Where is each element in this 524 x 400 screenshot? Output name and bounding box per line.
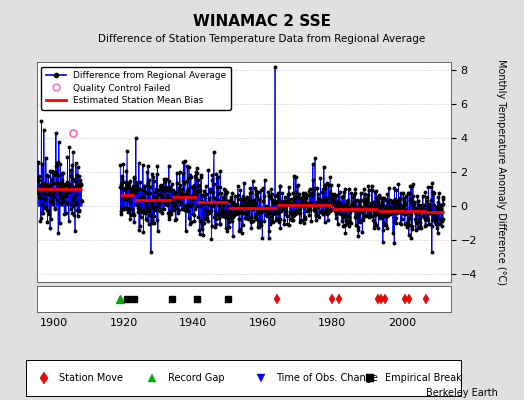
Text: 2000: 2000 — [388, 318, 416, 328]
Text: Time of Obs. Change: Time of Obs. Change — [276, 373, 378, 383]
Legend: Difference from Regional Average, Quality Control Failed, Estimated Station Mean: Difference from Regional Average, Qualit… — [41, 66, 231, 110]
Text: WINAMAC 2 SSE: WINAMAC 2 SSE — [193, 14, 331, 29]
Text: Difference of Station Temperature Data from Regional Average: Difference of Station Temperature Data f… — [99, 34, 425, 44]
Text: Record Gap: Record Gap — [168, 373, 224, 383]
Text: 1920: 1920 — [110, 318, 138, 328]
Text: 1940: 1940 — [179, 318, 208, 328]
Text: 1900: 1900 — [40, 318, 68, 328]
Text: Berkeley Earth: Berkeley Earth — [426, 388, 498, 398]
Y-axis label: Monthly Temperature Anomaly Difference (°C): Monthly Temperature Anomaly Difference (… — [496, 59, 506, 285]
Text: Station Move: Station Move — [59, 373, 123, 383]
Text: 1960: 1960 — [249, 318, 277, 328]
Text: Empirical Break: Empirical Break — [385, 373, 462, 383]
Text: 1980: 1980 — [318, 318, 346, 328]
